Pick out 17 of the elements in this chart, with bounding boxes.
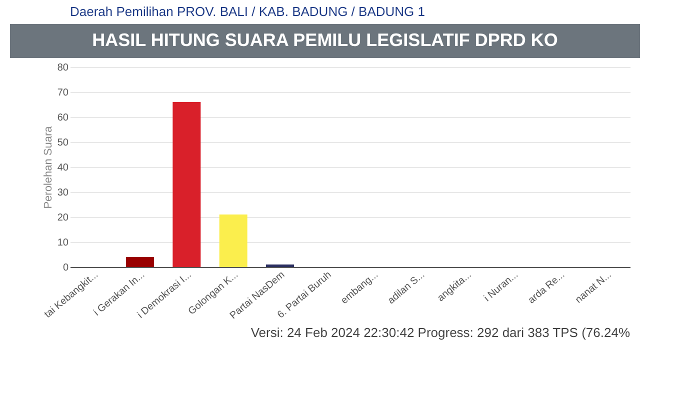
chart-title: HASIL HITUNG SUARA PEMILU LEGISLATIF DPRD KO (92, 30, 558, 50)
bar (126, 257, 154, 267)
y-tick-label: 80 (57, 62, 69, 74)
y-tick-label: 0 (62, 262, 69, 274)
y-tick-label: 50 (57, 138, 69, 148)
x-tick-label: arda Re... (526, 270, 568, 306)
bar (219, 214, 248, 267)
y-tick-label: 60 (57, 112, 69, 124)
y-axis-title: Perolehan Suara (42, 125, 54, 209)
text: Versi: 24 Feb 2024 22:30:42 Progress: 292 dari 383 TPS (76.24% (250, 325, 630, 340)
y-tick-label: 70 (57, 88, 69, 98)
y-tick-label: 20 (57, 212, 69, 224)
y-tick-label: 30 (57, 188, 69, 198)
bar (172, 102, 201, 267)
text: Daerah Pemilihan PROV. BALI / KAB. BADUNG / BADUNG 1 (70, 4, 425, 19)
y-tick-label: 40 (57, 162, 69, 174)
y-tick-label: 10 (57, 238, 69, 248)
